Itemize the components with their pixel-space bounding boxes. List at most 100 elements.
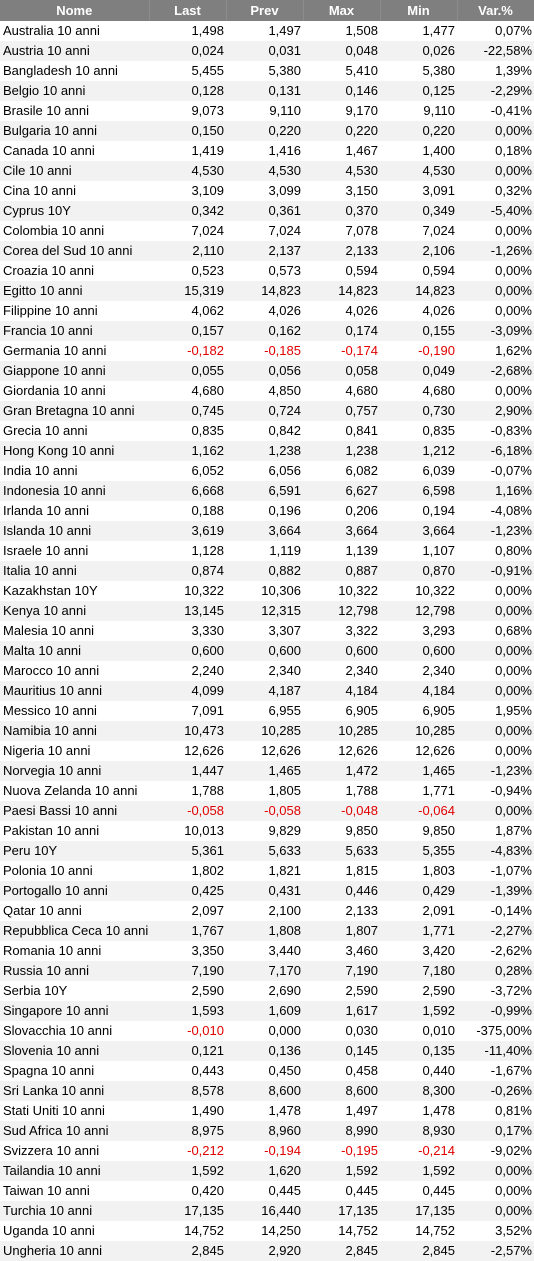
table-row[interactable]: Uganda 10 anni 14,752 14,250 14,752 14,752 3,… xyxy=(0,1221,534,1241)
cell-name: Nigeria 10 anni xyxy=(3,743,91,758)
table-row[interactable]: Cile 10 anni 4,530 4,530 4,530 4,530 0,00% xyxy=(0,161,534,181)
table-row[interactable]: Portogallo 10 anni 0,425 0,431 0,446 0,429 -1… xyxy=(0,881,534,901)
table-row[interactable]: Brasile 10 anni 9,073 9,110 9,170 9,110 -0,41… xyxy=(0,101,534,121)
table-row[interactable]: Norvegia 10 anni 1,447 1,465 1,472 1,465 -1,2… xyxy=(0,761,534,781)
table-row[interactable]: India 10 anni 6,052 6,056 6,082 6,039 -0,07% xyxy=(0,461,534,481)
cell-prev: 2,100 xyxy=(268,903,301,918)
table-row[interactable]: Svizzera 10 anni -0,212 -0,194 -0,195 -0,214… xyxy=(0,1141,534,1161)
table-row[interactable]: Belgio 10 anni 0,128 0,131 0,146 0,125 -2,29% xyxy=(0,81,534,101)
table-row[interactable]: Paesi Bassi 10 anni -0,058 -0,058 -0,048 -0,… xyxy=(0,801,534,821)
table-row[interactable]: Polonia 10 anni 1,802 1,821 1,815 1,803 -1,07… xyxy=(0,861,534,881)
cell-max: 0,446 xyxy=(345,883,378,898)
table-row[interactable]: Messico 10 anni 7,091 6,955 6,905 6,905 1,95% xyxy=(0,701,534,721)
cell-name: Slovacchia 10 anni xyxy=(3,1023,113,1038)
table-row[interactable]: Slovacchia 10 anni -0,010 0,000 0,030 0,010 -… xyxy=(0,1021,534,1041)
table-row[interactable]: Kenya 10 anni 13,145 12,315 12,798 12,798 0,0… xyxy=(0,601,534,621)
table-row[interactable]: Filippine 10 anni 4,062 4,026 4,026 4,026 0,0… xyxy=(0,301,534,321)
cell-var: -0,94% xyxy=(490,783,532,798)
table-row[interactable]: Croazia 10 anni 0,523 0,573 0,594 0,594 0,00% xyxy=(0,261,534,281)
table-row[interactable]: Nuova Zelanda 10 anni 1,788 1,805 1,788 1,77… xyxy=(0,781,534,801)
table-row[interactable]: Hong Kong 10 anni 1,162 1,238 1,238 1,212 -6,… xyxy=(0,441,534,461)
cell-prev: 0,131 xyxy=(268,83,301,98)
table-row[interactable]: Romania 10 anni 3,350 3,440 3,460 3,420 -2,62… xyxy=(0,941,534,961)
table-row[interactable]: Tailandia 10 anni 1,592 1,620 1,592 1,592 0,0… xyxy=(0,1161,534,1181)
cell-var: 1,95% xyxy=(495,703,532,718)
table-row[interactable]: Qatar 10 anni 2,097 2,100 2,133 2,091 -0,14% xyxy=(0,901,534,921)
table-row[interactable]: Malesia 10 anni 3,330 3,307 3,322 3,293 0,68% xyxy=(0,621,534,641)
cell-max: 1,617 xyxy=(345,1003,378,1018)
table-row[interactable]: Slovenia 10 anni 0,121 0,136 0,145 0,135 -11,… xyxy=(0,1041,534,1061)
cell-var: -2,68% xyxy=(490,363,532,378)
table-row[interactable]: Germania 10 anni -0,182 -0,185 -0,174 -0,190… xyxy=(0,341,534,361)
table-row[interactable]: Spagna 10 anni 0,443 0,450 0,458 0,440 -1,67% xyxy=(0,1061,534,1081)
column-header-min[interactable]: Min xyxy=(380,0,458,21)
table-row[interactable]: Singapore 10 anni 1,593 1,609 1,617 1,592 -0,… xyxy=(0,1001,534,1021)
cell-min: 0,010 xyxy=(422,1023,455,1038)
table-row[interactable]: Giordania 10 anni 4,680 4,850 4,680 4,680 0,0… xyxy=(0,381,534,401)
table-row[interactable]: Canada 10 anni 1,419 1,416 1,467 1,400 0,18% xyxy=(0,141,534,161)
table-row[interactable]: Colombia 10 anni 7,024 7,024 7,078 7,024 0,00… xyxy=(0,221,534,241)
cell-prev: 1,609 xyxy=(268,1003,301,1018)
cell-prev: 7,024 xyxy=(268,223,301,238)
table-row[interactable]: Repubblica Ceca 10 anni 1,767 1,808 1,807 1,… xyxy=(0,921,534,941)
table-row[interactable]: Taiwan 10 anni 0,420 0,445 0,445 0,445 0,00% xyxy=(0,1181,534,1201)
table-row[interactable]: Pakistan 10 anni 10,013 9,829 9,850 9,850 1,8… xyxy=(0,821,534,841)
cell-last: 3,350 xyxy=(191,943,224,958)
table-row[interactable]: Malta 10 anni 0,600 0,600 0,600 0,600 0,00% xyxy=(0,641,534,661)
table-row[interactable]: Francia 10 anni 0,157 0,162 0,174 0,155 -3,09… xyxy=(0,321,534,341)
table-row[interactable]: Cyprus 10Y 0,342 0,361 0,370 0,349 -5,40% xyxy=(0,201,534,221)
cell-last: 1,162 xyxy=(191,443,224,458)
table-row[interactable]: Gran Bretagna 10 anni 0,745 0,724 0,757 0,73… xyxy=(0,401,534,421)
cell-prev: 0,220 xyxy=(268,123,301,138)
cell-var: 0,00% xyxy=(495,723,532,738)
table-row[interactable]: Kazakhstan 10Y 10,322 10,306 10,322 10,322 0,… xyxy=(0,581,534,601)
table-row[interactable]: Giappone 10 anni 0,055 0,056 0,058 0,049 -2,6… xyxy=(0,361,534,381)
cell-min: 12,626 xyxy=(415,743,455,758)
column-header-prev[interactable]: Prev xyxy=(226,0,304,21)
column-header-last[interactable]: Last xyxy=(149,0,227,21)
table-row[interactable]: Sud Africa 10 anni 8,975 8,960 8,990 8,930 0,… xyxy=(0,1121,534,1141)
cell-name: Svizzera 10 anni xyxy=(3,1143,100,1158)
table-row[interactable]: Australia 10 anni 1,498 1,497 1,508 1,477 0,0… xyxy=(0,21,534,41)
table-row[interactable]: Israele 10 anni 1,128 1,119 1,139 1,107 0,80% xyxy=(0,541,534,561)
table-row[interactable]: Islanda 10 anni 3,619 3,664 3,664 3,664 -1,23… xyxy=(0,521,534,541)
cell-name: Pakistan 10 anni xyxy=(3,823,100,838)
table-row[interactable]: Grecia 10 anni 0,835 0,842 0,841 0,835 -0,83% xyxy=(0,421,534,441)
column-header-max[interactable]: Max xyxy=(303,0,381,21)
table-row[interactable]: Russia 10 anni 7,190 7,170 7,190 7,180 0,28% xyxy=(0,961,534,981)
table-row[interactable]: Egitto 10 anni 15,319 14,823 14,823 14,823 0,… xyxy=(0,281,534,301)
table-row[interactable]: Irlanda 10 anni 0,188 0,196 0,206 0,194 -4,08… xyxy=(0,501,534,521)
table-row[interactable]: Corea del Sud 10 anni 2,110 2,137 2,133 2,10… xyxy=(0,241,534,261)
cell-min: 6,905 xyxy=(422,703,455,718)
cell-min: 8,930 xyxy=(422,1123,455,1138)
cell-prev: 9,829 xyxy=(268,823,301,838)
table-row[interactable]: Austria 10 anni 0,024 0,031 0,048 0,026 -22,5… xyxy=(0,41,534,61)
table-row[interactable]: Peru 10Y 5,361 5,633 5,633 5,355 -4,83% xyxy=(0,841,534,861)
table-row[interactable]: Bangladesh 10 anni 5,455 5,380 5,410 5,380 1,… xyxy=(0,61,534,81)
table-row[interactable]: Stati Uniti 10 anni 1,490 1,478 1,497 1,478 0… xyxy=(0,1101,534,1121)
cell-last: 10,473 xyxy=(184,723,224,738)
cell-last: 0,121 xyxy=(191,1043,224,1058)
table-row[interactable]: Serbia 10Y 2,590 2,690 2,590 2,590 -3,72% xyxy=(0,981,534,1001)
table-row[interactable]: Namibia 10 anni 10,473 10,285 10,285 10,285 0… xyxy=(0,721,534,741)
column-header-nome[interactable]: Nome xyxy=(0,0,150,21)
cell-prev: 6,955 xyxy=(268,703,301,718)
cell-prev: 0,136 xyxy=(268,1043,301,1058)
table-row[interactable]: Indonesia 10 anni 6,668 6,591 6,627 6,598 1,1… xyxy=(0,481,534,501)
cell-name: Colombia 10 anni xyxy=(3,223,105,238)
table-row[interactable]: Bulgaria 10 anni 0,150 0,220 0,220 0,220 0,00… xyxy=(0,121,534,141)
table-row[interactable]: Cina 10 anni 3,109 3,099 3,150 3,091 0,32% xyxy=(0,181,534,201)
table-row[interactable]: Sri Lanka 10 anni 8,578 8,600 8,600 8,300 -0,… xyxy=(0,1081,534,1101)
table-row[interactable]: Mauritius 10 anni 4,099 4,187 4,184 4,184 0,0… xyxy=(0,681,534,701)
table-row[interactable]: Marocco 10 anni 2,240 2,340 2,340 2,340 0,00% xyxy=(0,661,534,681)
table-row[interactable]: Italia 10 anni 0,874 0,882 0,887 0,870 -0,91% xyxy=(0,561,534,581)
cell-prev: 0,162 xyxy=(268,323,301,338)
cell-min: 2,091 xyxy=(422,903,455,918)
column-header-var[interactable]: Var.% xyxy=(457,0,534,21)
table-row[interactable]: Turchia 10 anni 17,135 16,440 17,135 17,135 0… xyxy=(0,1201,534,1221)
table-row[interactable]: Nigeria 10 anni 12,626 12,626 12,626 12,626 0… xyxy=(0,741,534,761)
cell-last: -0,058 xyxy=(187,803,224,818)
table-row[interactable]: Ungheria 10 anni 2,845 2,920 2,845 2,845 -2,5… xyxy=(0,1241,534,1261)
cell-prev: 0,600 xyxy=(268,643,301,658)
cell-min: 0,349 xyxy=(422,203,455,218)
